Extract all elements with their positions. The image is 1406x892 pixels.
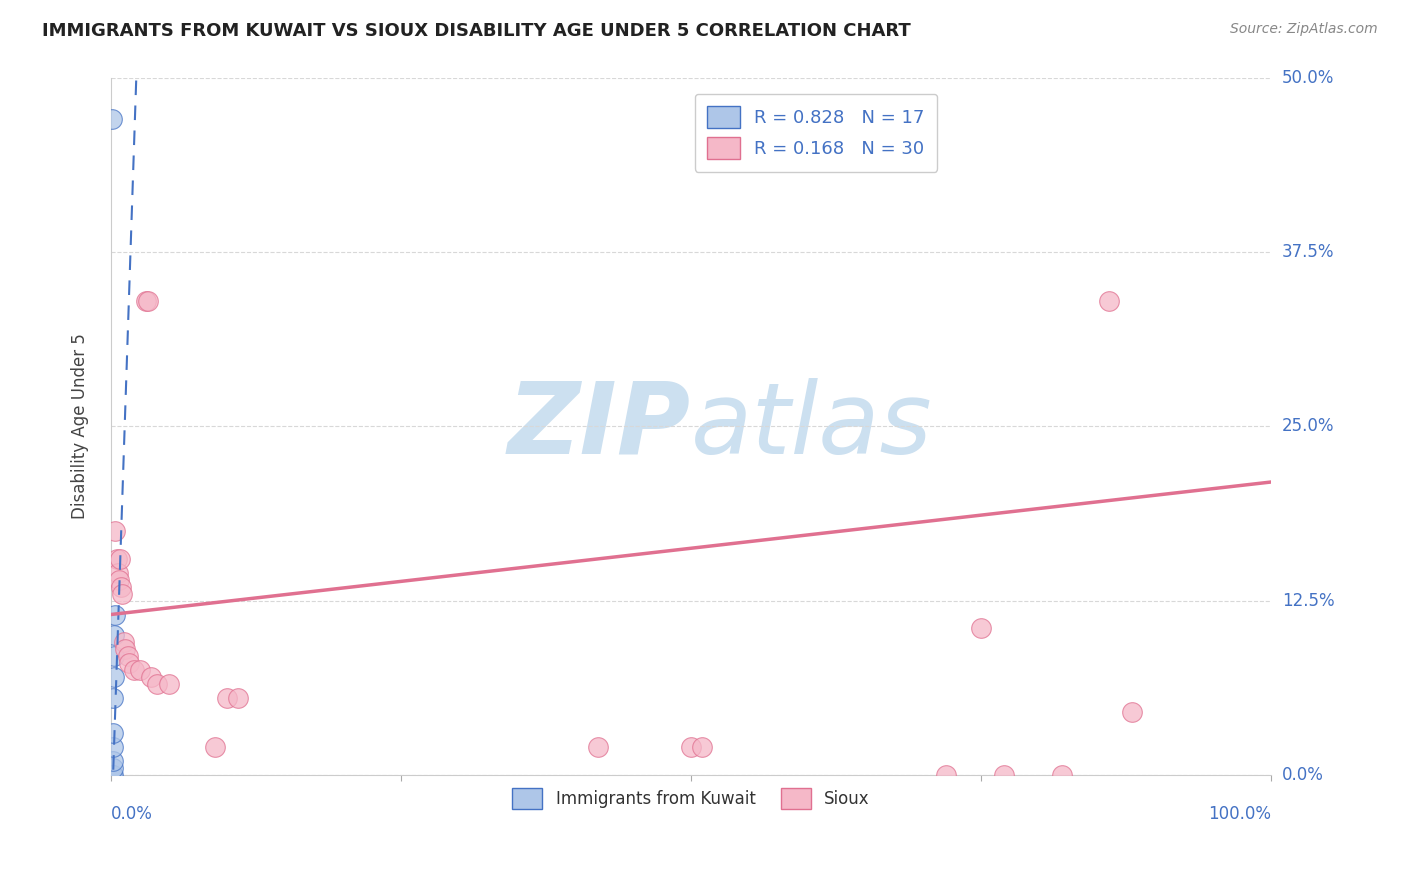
Point (136, 293, 159, 308)
Point (122, 663, 145, 677)
Point (117, 649, 139, 664)
Text: 0.0%: 0.0% (111, 805, 153, 823)
Text: IMMIGRANTS FROM KUWAIT VS SIOUX DISABILITY AGE UNDER 5 CORRELATION CHART: IMMIGRANTS FROM KUWAIT VS SIOUX DISABILI… (42, 22, 911, 40)
Legend: Immigrants from Kuwait, Sioux: Immigrants from Kuwait, Sioux (506, 781, 876, 815)
Point (204, 739, 226, 754)
Point (146, 677, 169, 691)
Text: 25.0%: 25.0% (1282, 417, 1334, 435)
Point (103, 628, 125, 642)
Point (108, 551, 131, 566)
Point (101, 768, 124, 782)
Point (108, 573, 131, 587)
Point (141, 670, 163, 684)
Text: Source: ZipAtlas.com: Source: ZipAtlas.com (1230, 22, 1378, 37)
Point (128, 663, 150, 677)
Y-axis label: Disability Age Under 5: Disability Age Under 5 (72, 334, 89, 519)
Text: 100.0%: 100.0% (1208, 805, 1271, 823)
Point (101, 761, 124, 775)
Text: atlas: atlas (690, 377, 932, 475)
Point (970, 622, 993, 636)
Point (157, 677, 180, 691)
Point (101, 768, 124, 782)
Point (135, 293, 157, 308)
Point (692, 739, 714, 754)
Point (215, 691, 238, 706)
Text: ZIP: ZIP (508, 377, 690, 475)
Point (114, 642, 136, 657)
Point (1121, 705, 1143, 719)
Point (228, 691, 250, 706)
Point (101, 768, 124, 782)
Point (101, 768, 124, 782)
Point (101, 768, 124, 782)
Point (101, 726, 124, 740)
Point (104, 607, 127, 622)
Point (118, 657, 141, 671)
Point (110, 580, 132, 594)
Point (1050, 768, 1073, 782)
Text: 12.5%: 12.5% (1282, 591, 1334, 609)
Point (103, 691, 125, 706)
Point (104, 524, 127, 538)
Point (1097, 293, 1119, 308)
Point (935, 768, 957, 782)
Text: 0.0%: 0.0% (1282, 766, 1324, 784)
Point (103, 670, 125, 684)
Point (112, 635, 135, 649)
Point (107, 566, 129, 580)
Point (101, 768, 124, 782)
Point (103, 649, 125, 664)
Text: 50.0%: 50.0% (1282, 69, 1334, 87)
Point (679, 739, 702, 754)
Point (111, 586, 134, 600)
Point (101, 739, 124, 754)
Point (101, 754, 124, 768)
Point (101, 768, 124, 782)
Point (586, 739, 609, 754)
Point (993, 768, 1015, 782)
Point (100, 112, 122, 127)
Point (105, 551, 128, 566)
Text: 37.5%: 37.5% (1282, 243, 1334, 260)
